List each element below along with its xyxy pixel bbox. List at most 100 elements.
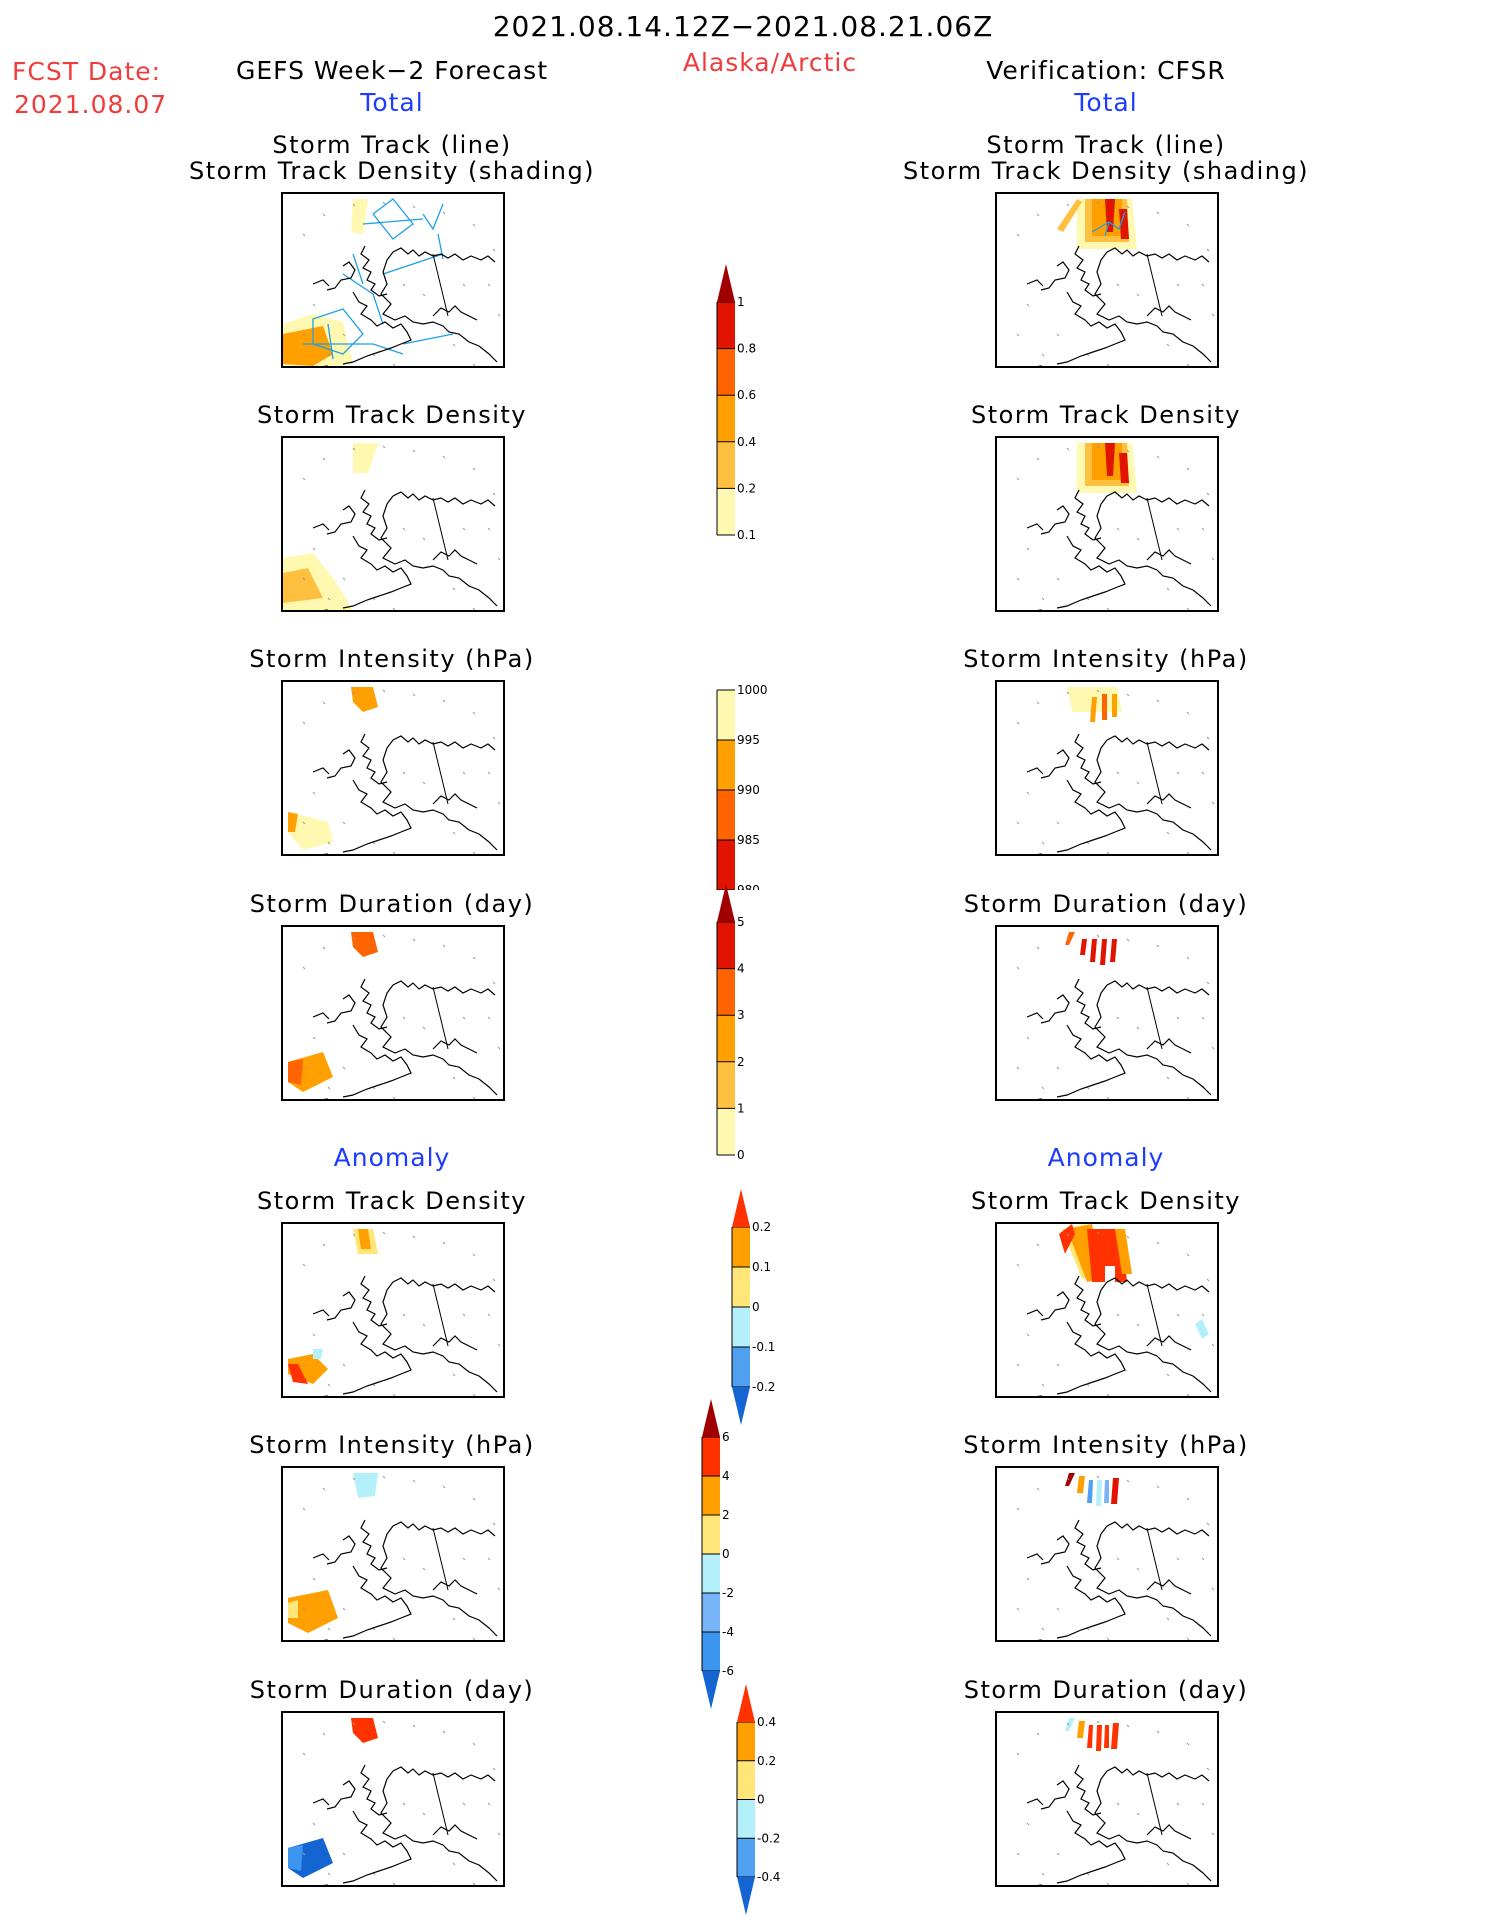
graticule-dot bbox=[472, 851, 476, 854]
graticule-dot bbox=[1126, 1479, 1130, 1483]
storm-track-line bbox=[327, 323, 334, 360]
alaska-canada-border bbox=[1146, 1283, 1163, 1347]
graticule-dot bbox=[422, 1567, 426, 1571]
graticule-dot bbox=[442, 944, 446, 948]
graticule-dot bbox=[1036, 457, 1040, 461]
graticule-dot bbox=[1176, 1016, 1180, 1020]
graticule-dot bbox=[352, 1722, 356, 1726]
graticule-dot bbox=[1041, 1627, 1045, 1631]
graticule-dot bbox=[352, 691, 356, 695]
map-forecast-density bbox=[281, 436, 505, 612]
colorbar-tick-label: 0.2 bbox=[737, 481, 756, 495]
graticule-dot bbox=[412, 1235, 416, 1239]
graticule-dot bbox=[462, 1802, 466, 1806]
graticule-dot bbox=[472, 1253, 476, 1257]
colorbar-tick-label: 0.1 bbox=[737, 528, 756, 542]
graticule-dot bbox=[342, 821, 346, 825]
graticule-dot bbox=[1116, 527, 1120, 531]
graticule-dot bbox=[1106, 851, 1110, 854]
fcst-date-label: FCST Date: bbox=[12, 57, 162, 86]
colorbar-segment bbox=[702, 1593, 720, 1632]
graticule-dot bbox=[402, 527, 406, 531]
colorbar-tick-label: -2 bbox=[722, 1586, 734, 1600]
graticule-dot bbox=[452, 343, 456, 347]
graticule-dot bbox=[492, 981, 496, 985]
graticule-dot bbox=[1201, 1016, 1205, 1020]
colorbar-tick-label: -0.2 bbox=[757, 1831, 780, 1845]
graticule-dot bbox=[1016, 1066, 1020, 1070]
shaded-region bbox=[283, 568, 323, 603]
graticule-dot bbox=[402, 1802, 406, 1806]
shaded-region bbox=[1119, 453, 1129, 483]
map-forecast-intensity bbox=[281, 680, 505, 856]
shaded-region bbox=[353, 443, 378, 473]
graticule-dot bbox=[1026, 1577, 1030, 1581]
right-duration-anom-title: Storm Duration (day) bbox=[963, 1676, 1249, 1704]
colorbar-tick-label: 0.4 bbox=[737, 435, 756, 449]
left-track-title-line2: Storm Track Density (shading) bbox=[188, 157, 596, 185]
graticule-dot bbox=[1176, 771, 1180, 775]
region-title: Alaska/Arctic bbox=[682, 48, 858, 77]
colorbar-tick-label: 1 bbox=[737, 295, 745, 309]
graticule-dot bbox=[492, 736, 496, 740]
graticule-dot bbox=[1186, 851, 1190, 854]
right-intensity-anom-title: Storm Intensity (hPa) bbox=[963, 1431, 1249, 1459]
shaded-region bbox=[1065, 932, 1075, 945]
map-canvas bbox=[1016, 443, 1215, 610]
graticule-dot bbox=[452, 831, 456, 835]
graticule-dot bbox=[497, 1343, 501, 1347]
graticule-dot bbox=[1126, 1724, 1130, 1728]
colorbar-segment bbox=[717, 690, 735, 740]
graticule-dot bbox=[422, 1026, 426, 1030]
graticule-dot bbox=[1056, 1363, 1060, 1367]
graticule-dot bbox=[1116, 1802, 1120, 1806]
shaded-region bbox=[1105, 443, 1115, 476]
graticule-dot bbox=[1136, 1323, 1140, 1327]
graticule-dot bbox=[1126, 1235, 1130, 1239]
colorbar-tick-label: 1 bbox=[737, 1101, 745, 1115]
colorbar-tick-label: 0 bbox=[737, 1148, 745, 1162]
colorbar-tick-label: 0 bbox=[722, 1547, 730, 1561]
graticule-dot bbox=[422, 1323, 426, 1327]
graticule-dot bbox=[442, 1730, 446, 1734]
colorbar-segment bbox=[702, 1632, 720, 1671]
colorbar-segment bbox=[732, 1267, 750, 1307]
graticule-dot bbox=[1176, 1802, 1180, 1806]
graticule-dot bbox=[1116, 1016, 1120, 1020]
graticule-dot bbox=[1206, 981, 1210, 985]
colorbar-segment bbox=[717, 790, 735, 840]
shaded-region bbox=[1104, 1725, 1109, 1748]
graticule-dot bbox=[472, 1882, 476, 1885]
graticule-dot bbox=[1211, 1587, 1215, 1591]
graticule-dot bbox=[327, 1627, 331, 1631]
coastline bbox=[312, 1519, 498, 1640]
map-forecast-density-anomaly bbox=[281, 1222, 505, 1398]
alaska-canada-border bbox=[1146, 253, 1163, 317]
graticule-dot bbox=[322, 701, 326, 705]
graticule-dot bbox=[1206, 248, 1210, 252]
graticule-dot bbox=[1056, 333, 1060, 337]
colorbar-tick-label: -0.1 bbox=[752, 1340, 775, 1354]
shaded-region bbox=[1090, 697, 1097, 722]
shaded-region bbox=[1087, 1229, 1127, 1282]
alaska-canada-border bbox=[1146, 497, 1163, 561]
graticule-dot bbox=[1066, 1233, 1070, 1237]
colorbar-segment bbox=[717, 1061, 735, 1109]
graticule-dot bbox=[1126, 938, 1130, 942]
graticule-dot bbox=[402, 283, 406, 287]
map-canvas bbox=[283, 198, 501, 366]
graticule-dot bbox=[302, 1852, 306, 1856]
colorbar-segment bbox=[717, 922, 735, 969]
shaded-region bbox=[1111, 1478, 1119, 1504]
graticule-dot bbox=[302, 1263, 306, 1267]
graticule-dot bbox=[1126, 449, 1130, 453]
map-canvas bbox=[288, 687, 501, 854]
map-canvas bbox=[1016, 1224, 1215, 1396]
colorbar-min-arrow bbox=[732, 1387, 750, 1425]
graticule-dot bbox=[442, 1241, 446, 1245]
right-track-title-line2: Storm Track Density (shading) bbox=[902, 157, 1310, 185]
graticule-dot bbox=[422, 781, 426, 785]
graticule-dot bbox=[1016, 821, 1020, 825]
shaded-region bbox=[351, 687, 378, 712]
graticule-dot bbox=[412, 938, 416, 942]
